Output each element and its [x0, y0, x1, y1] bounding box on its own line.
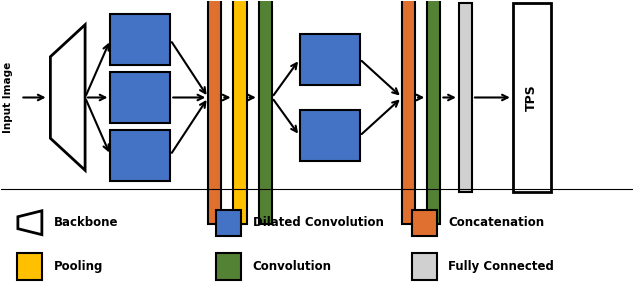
Text: Fully Connected: Fully Connected — [448, 260, 554, 273]
Text: Input Image: Input Image — [3, 62, 13, 133]
Text: Dilated Convolution: Dilated Convolution — [253, 216, 384, 229]
Bar — [459, 3, 472, 192]
Polygon shape — [18, 211, 42, 235]
Bar — [216, 210, 242, 236]
Bar — [411, 253, 437, 280]
Text: Concatenation: Concatenation — [448, 216, 545, 229]
Bar — [300, 34, 359, 85]
Bar — [110, 72, 171, 123]
Bar — [208, 0, 221, 224]
Text: Backbone: Backbone — [54, 216, 119, 229]
Bar — [513, 3, 550, 192]
Polygon shape — [50, 25, 85, 170]
Bar — [110, 130, 171, 181]
Bar — [427, 0, 441, 224]
Bar — [259, 0, 272, 224]
Text: TPS: TPS — [525, 84, 538, 111]
Bar — [17, 253, 42, 280]
Bar — [300, 111, 359, 161]
Bar — [110, 14, 171, 65]
Text: Convolution: Convolution — [253, 260, 332, 273]
Bar — [411, 210, 437, 236]
Bar — [216, 253, 242, 280]
Bar — [233, 0, 247, 224]
Text: Pooling: Pooling — [54, 260, 103, 273]
Bar — [402, 0, 415, 224]
